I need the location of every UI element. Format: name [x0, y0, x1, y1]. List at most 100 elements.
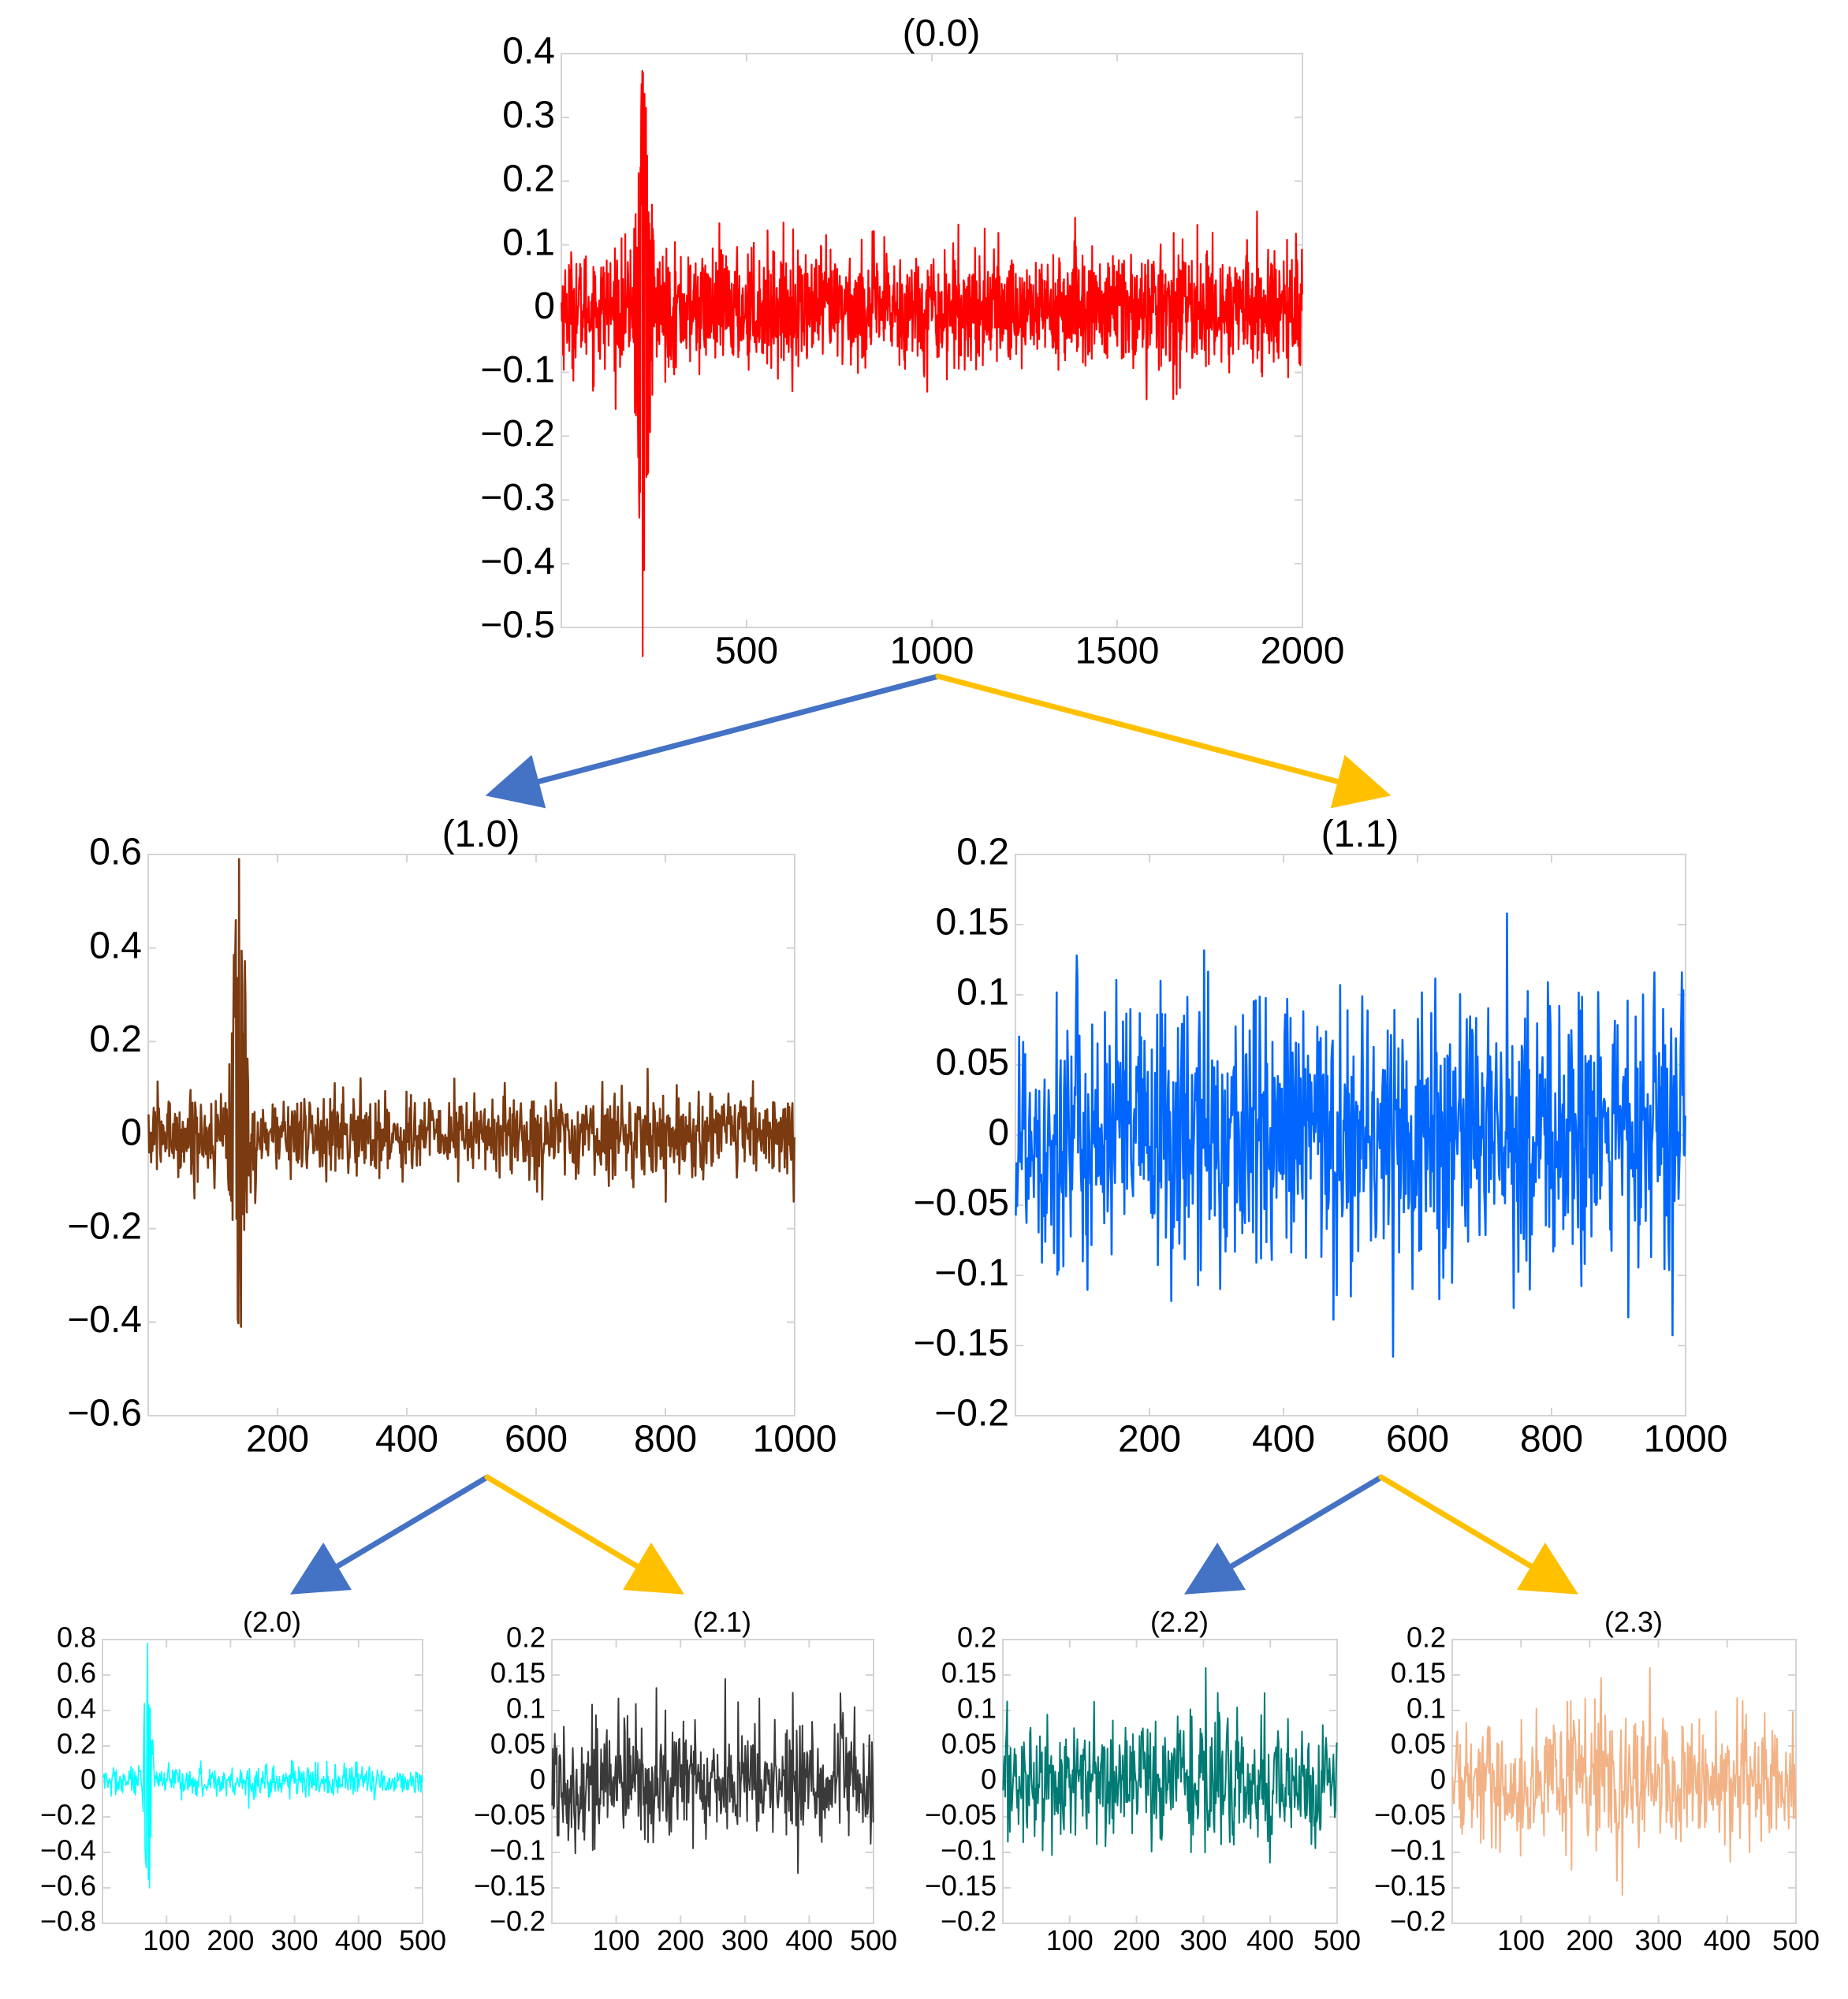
subplot-(1.0): 0.6 0.4 0.2 0 −0.2 −0.4 −0.6 200 400 600 800 1000 (1… — [67, 813, 836, 1461]
signal-trace-(2.0) — [102, 1642, 423, 1889]
x-tick-label: 1500 — [1075, 631, 1160, 672]
x-tick-label: 2000 — [1261, 631, 1345, 672]
subplot-title: (2.2) — [1150, 1606, 1209, 1638]
y-tick-label: −0.1 — [1390, 1834, 1446, 1867]
x-tick-label: 400 — [375, 1419, 438, 1461]
y-tick-label: 0.1 — [502, 221, 555, 263]
y-tick-label: −0.6 — [40, 1870, 96, 1902]
x-tick-label: 200 — [1113, 1924, 1161, 1956]
subplot-(2.0): 0.80.60.40.20−0.2−0.4−0.6−0.8 100 200 300 40… — [40, 1606, 446, 1956]
y-tick-label: 0.4 — [57, 1692, 96, 1725]
y-tick-label: 0.05 — [490, 1728, 546, 1760]
y-tick-label: −0.1 — [934, 1253, 1009, 1294]
y-tick-label: 0.1 — [957, 1692, 997, 1725]
y-tick-label: 0.15 — [1391, 1657, 1446, 1689]
arrow-(1.0)-to-(2.1) — [484, 1474, 685, 1595]
y-tick-label: −0.2 — [40, 1799, 96, 1831]
y-tick-label: −0.1 — [490, 1834, 546, 1867]
subplot-(2.3): 0.20.150.10.050−0.05−0.1−0.15−0.2 100 200 3… — [1374, 1606, 1820, 1956]
x-tick-label: 400 — [1704, 1924, 1751, 1956]
y-tick-label: −0.15 — [1374, 1870, 1446, 1902]
y-tick-label: 0.4 — [89, 925, 142, 966]
y-tick-label: −0.1 — [941, 1834, 997, 1867]
x-tick-label: 600 — [1386, 1419, 1449, 1461]
signal-trace-(2.3) — [1451, 1667, 1797, 1896]
y-tick-label: 0 — [534, 285, 555, 327]
subplot-title: (2.0) — [243, 1606, 301, 1638]
x-tick-label: 100 — [1497, 1924, 1544, 1956]
x-tick-label: 300 — [1635, 1924, 1682, 1956]
x-tick-label: 500 — [1772, 1924, 1820, 1956]
y-tick-label: 0.05 — [1391, 1728, 1446, 1760]
plot-frame — [561, 53, 1303, 628]
y-tick-label: 0.1 — [956, 972, 1009, 1014]
y-tick-label: −0.05 — [914, 1182, 1009, 1224]
x-tick-label: 500 — [1313, 1924, 1361, 1956]
y-tick-label: −0.05 — [474, 1799, 546, 1831]
x-tick-label: 500 — [715, 631, 778, 672]
x-tick-label: 400 — [1246, 1924, 1294, 1956]
x-tick-label: 300 — [271, 1924, 319, 1956]
x-tick-label: 1000 — [890, 631, 974, 672]
subplot-title: (1.0) — [442, 813, 520, 855]
y-tick-label: 0.2 — [89, 1018, 142, 1060]
subplot-(0.0): 0.4 0.3 0.2 0.1 0 −0.1 −0.2 −0.3 −0.4 −0.5 500 1000… — [480, 13, 1344, 672]
y-tick-label: 0 — [988, 1112, 1009, 1154]
y-tick-label: 0 — [121, 1112, 142, 1154]
subplot-title: (0.0) — [903, 13, 981, 54]
y-tick-label: −0.05 — [1374, 1799, 1446, 1831]
y-tick-label: 0.15 — [941, 1657, 997, 1689]
y-tick-label: 0 — [981, 1763, 997, 1796]
x-tick-label: 1000 — [753, 1419, 837, 1461]
subplot-(2.1): 0.20.150.10.050−0.05−0.1−0.15−0.2 100 200 3… — [474, 1606, 897, 1956]
y-tick-label: −0.5 — [480, 605, 555, 646]
y-tick-label: 0.15 — [936, 902, 1009, 944]
x-tick-label: 400 — [335, 1924, 382, 1956]
y-tick-label: 0.05 — [941, 1728, 997, 1760]
y-tick-label: −0.3 — [480, 477, 555, 519]
y-tick-label: −0.2 — [480, 413, 555, 455]
x-tick-label: 200 — [207, 1924, 254, 1956]
subplot-title: (2.1) — [693, 1606, 751, 1638]
x-tick-label: 100 — [1046, 1924, 1094, 1956]
y-tick-label: −0.6 — [67, 1393, 142, 1435]
signal-trace-(0.0) — [561, 69, 1303, 657]
signal-trace-(2.1) — [551, 1677, 874, 1874]
x-tick-label: 400 — [1252, 1419, 1315, 1461]
y-tick-label: 0.4 — [502, 31, 555, 73]
y-tick-label: 0 — [530, 1763, 546, 1796]
y-tick-label: −0.2 — [490, 1905, 546, 1938]
y-tick-label: −0.1 — [480, 349, 555, 391]
y-tick-label: −0.4 — [40, 1834, 96, 1867]
y-tick-label: 0.2 — [956, 832, 1009, 873]
y-tick-label: 0.2 — [506, 1621, 546, 1654]
y-tick-label: 0 — [1430, 1763, 1446, 1796]
y-tick-label: 0.8 — [57, 1621, 96, 1654]
x-tick-label: 600 — [505, 1419, 568, 1461]
x-tick-label: 200 — [246, 1419, 309, 1461]
y-tick-label: −0.4 — [480, 541, 555, 583]
subplot-(1.1): 0.2 0.15 0.1 0.05 0 −0.05 −0.1 −0.15 −0.2 200 400 6… — [914, 813, 1728, 1461]
y-tick-label: −0.2 — [67, 1205, 142, 1247]
y-tick-label: 0.05 — [936, 1042, 1009, 1084]
x-tick-label: 300 — [721, 1924, 769, 1956]
y-tick-label: −0.8 — [40, 1905, 96, 1938]
y-tick-label: 0 — [80, 1763, 96, 1796]
signal-trace-(1.0) — [147, 858, 795, 1328]
y-tick-label: 0.2 — [57, 1728, 96, 1760]
y-tick-label: 0.6 — [57, 1657, 96, 1689]
y-tick-label: 0.3 — [502, 95, 555, 136]
x-tick-label: 500 — [850, 1924, 897, 1956]
tree-arrows — [289, 673, 1579, 1595]
y-tick-label: −0.15 — [914, 1323, 1009, 1364]
x-tick-label: 800 — [1520, 1419, 1583, 1461]
x-tick-label: 800 — [634, 1419, 697, 1461]
subplot-title: (1.1) — [1321, 813, 1399, 855]
arrow-(0.0)-to-(1.0) — [485, 673, 941, 809]
arrow-(1.1)-to-(2.3) — [1378, 1474, 1579, 1595]
arrow-(1.0)-to-(2.0) — [289, 1474, 490, 1595]
arrow-(1.1)-to-(2.2) — [1183, 1474, 1384, 1595]
x-tick-label: 500 — [399, 1924, 446, 1956]
